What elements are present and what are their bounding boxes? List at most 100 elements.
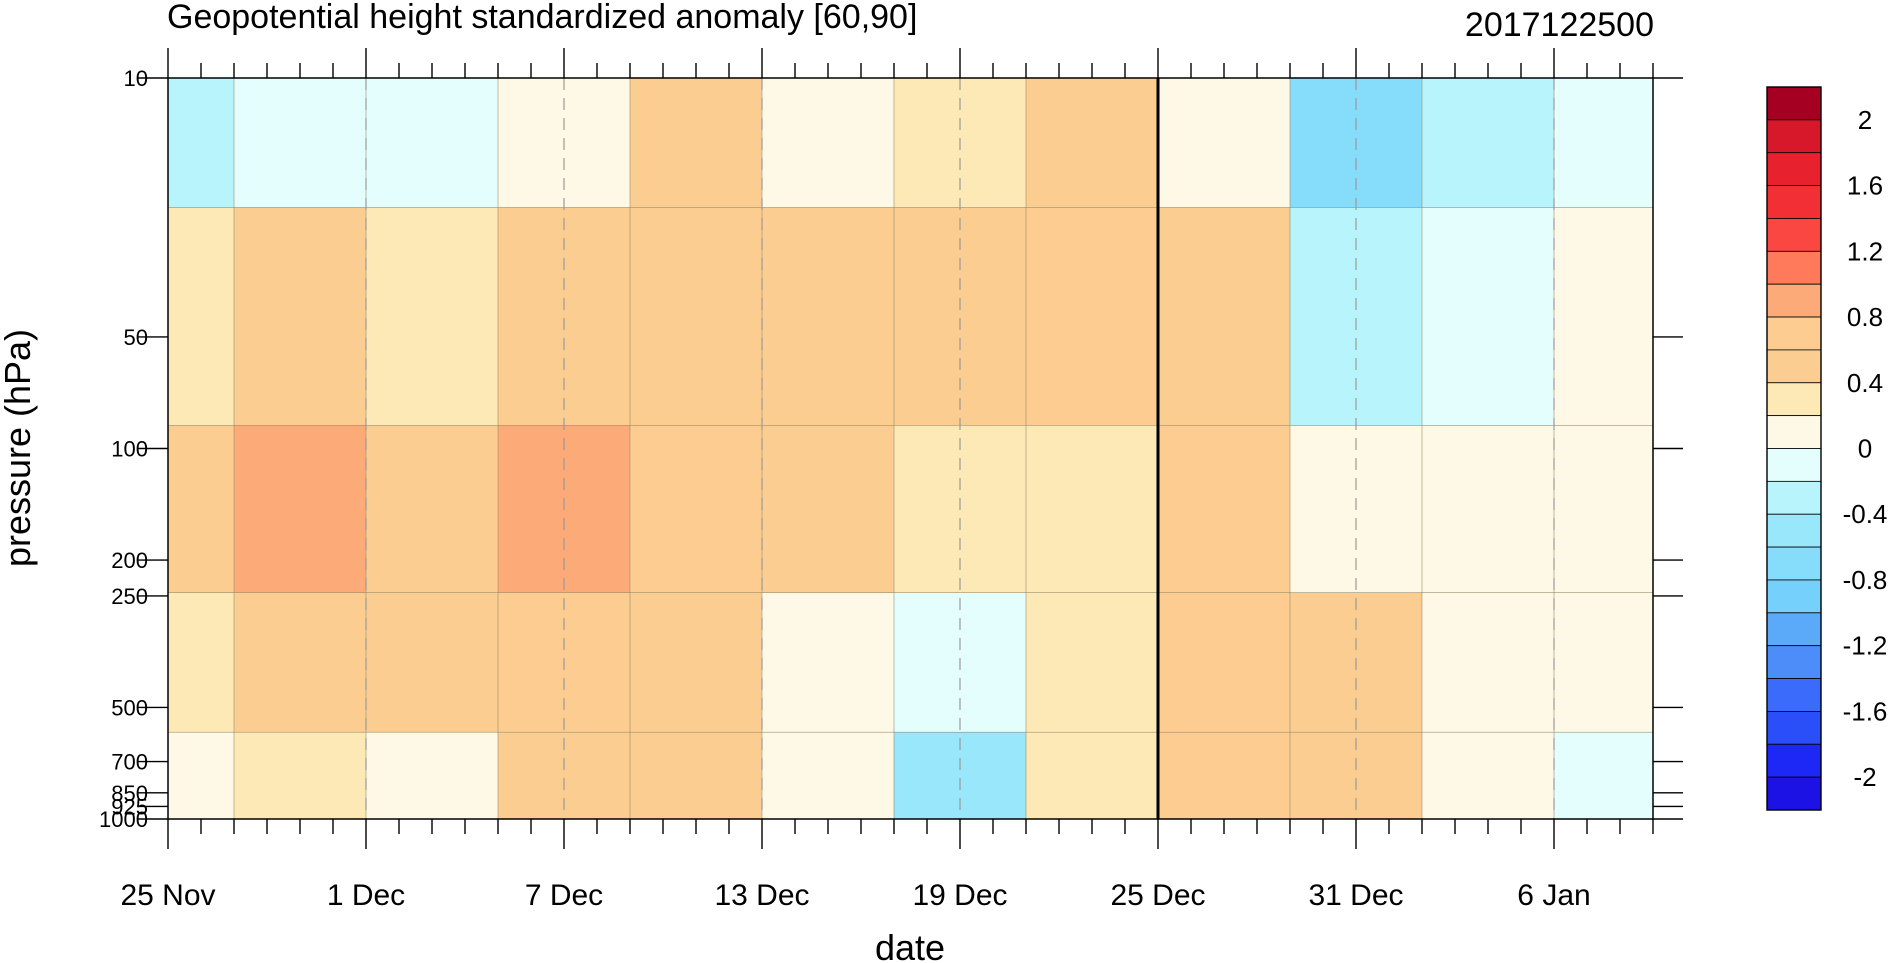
field-cell <box>168 731 235 819</box>
field-cell <box>1421 425 1555 594</box>
chart-date-stamp: 2017122500 <box>1465 6 1654 44</box>
y-tick-label: 250 <box>111 584 148 609</box>
field-cell <box>365 731 499 819</box>
x-tick-label: 25 Nov <box>120 879 215 912</box>
field-cell <box>1553 78 1653 209</box>
colorbar-swatch <box>1766 776 1822 811</box>
colorbar-swatch <box>1766 250 1822 285</box>
field-cell <box>1025 425 1159 594</box>
colorbar-swatch <box>1766 119 1822 154</box>
field-cell <box>1157 425 1291 594</box>
axis-ticks <box>138 48 1683 849</box>
colorbar-swatch <box>1766 480 1822 515</box>
colorbar-swatch <box>1766 283 1822 318</box>
field-cell <box>233 207 367 427</box>
colorbar-label: 1.2 <box>1847 236 1883 266</box>
y-tick-label: 1000 <box>99 807 148 832</box>
field-cell <box>1157 207 1291 427</box>
field-cell <box>629 207 763 427</box>
x-tick-label: 13 Dec <box>714 879 809 912</box>
field-cell <box>761 731 895 819</box>
field-cell <box>1157 592 1291 734</box>
field-cell <box>233 425 367 594</box>
colorbar-swatch <box>1766 185 1822 219</box>
field-cell <box>629 78 763 209</box>
field-cell <box>1553 731 1653 819</box>
y-tick-label: 700 <box>111 750 148 775</box>
field-cell <box>365 592 499 734</box>
colorbar-swatch <box>1766 711 1822 745</box>
y-tick-label: 925 <box>111 794 148 819</box>
colorbar-swatch <box>1766 513 1822 548</box>
colorbar-frame <box>1766 86 1822 811</box>
y-tick-label: 850 <box>111 781 148 806</box>
colorbar-label: 0.4 <box>1847 368 1883 398</box>
colorbar-label: 0 <box>1858 434 1872 464</box>
colorbar-label: -0.8 <box>1843 565 1888 595</box>
x-tick-label: 31 Dec <box>1308 879 1403 912</box>
colorbar-label: 2 <box>1858 105 1872 135</box>
field-cell <box>761 78 895 209</box>
x-tick-label: 7 Dec <box>525 879 603 912</box>
colorbar-swatch <box>1766 645 1822 679</box>
field-cell <box>233 731 367 819</box>
field-cell <box>761 425 895 594</box>
field-cell <box>1025 207 1159 427</box>
field-cell <box>168 78 235 209</box>
x-tick-labels: 25 Nov 1 Dec 7 Dec 13 Dec 19 Dec 25 Dec 31 Dec… <box>120 879 1590 912</box>
field-cell <box>629 425 763 594</box>
field-cell <box>168 207 235 427</box>
field-cell <box>233 78 367 209</box>
field-cell <box>629 592 763 734</box>
colorbar-swatch <box>1766 152 1822 186</box>
y-tick-label: 50 <box>124 325 148 350</box>
colorbar-swatch <box>1766 743 1822 778</box>
colorbar-swatch <box>1766 448 1822 482</box>
field-cell <box>1421 78 1555 209</box>
field-cell <box>761 592 895 734</box>
colorbar-swatch <box>1766 86 1822 121</box>
field-cell <box>1553 592 1653 734</box>
y-tick-label: 200 <box>111 548 148 573</box>
y-tick-label: 500 <box>111 695 148 720</box>
field-cell <box>365 78 499 209</box>
y-tick-label: 10 <box>124 66 148 91</box>
x-tick-label: 6 Jan <box>1517 879 1590 912</box>
field-cell <box>1421 207 1555 427</box>
colorbar-labels: 2 1.6 1.2 0.8 0.4 0 -0.4 -0.8 -1.2 -1.6 -2 <box>1843 105 1888 792</box>
colorbar-swatch <box>1766 546 1822 581</box>
chart-title: Geopotential height standardized anomaly… <box>167 0 917 36</box>
colorbar-label: -1.2 <box>1843 631 1888 661</box>
colorbar-swatch <box>1766 678 1822 712</box>
colorbar-label: -0.4 <box>1843 499 1888 529</box>
colorbar-swatch <box>1766 612 1822 647</box>
field-cell <box>1553 425 1653 594</box>
colorbar <box>1766 86 1822 811</box>
field-cell <box>1421 731 1555 819</box>
colorbar-swatch <box>1766 415 1822 449</box>
field-cell <box>365 207 499 427</box>
colorbar-label: -1.6 <box>1843 696 1888 726</box>
colorbar-label: -2 <box>1853 762 1876 792</box>
contour-field <box>168 78 1653 819</box>
colorbar-label: 0.8 <box>1847 302 1883 332</box>
field-cell <box>168 425 235 594</box>
field-cell <box>1421 592 1555 734</box>
x-tick-label: 25 Dec <box>1110 879 1205 912</box>
colorbar-label: 1.6 <box>1847 171 1883 201</box>
colorbar-swatch <box>1766 579 1822 614</box>
field-cell <box>1553 207 1653 427</box>
field-cell <box>168 592 235 734</box>
y-tick-label: 100 <box>111 437 148 462</box>
field-cell <box>629 731 763 819</box>
field-cell <box>1157 78 1291 209</box>
field-cell <box>761 207 895 427</box>
field-cell <box>1025 592 1159 734</box>
y-axis-label: pressure (hPa) <box>0 329 38 567</box>
x-tick-label: 1 Dec <box>327 879 405 912</box>
field-cell <box>1025 78 1159 209</box>
colorbar-swatch <box>1766 349 1822 384</box>
